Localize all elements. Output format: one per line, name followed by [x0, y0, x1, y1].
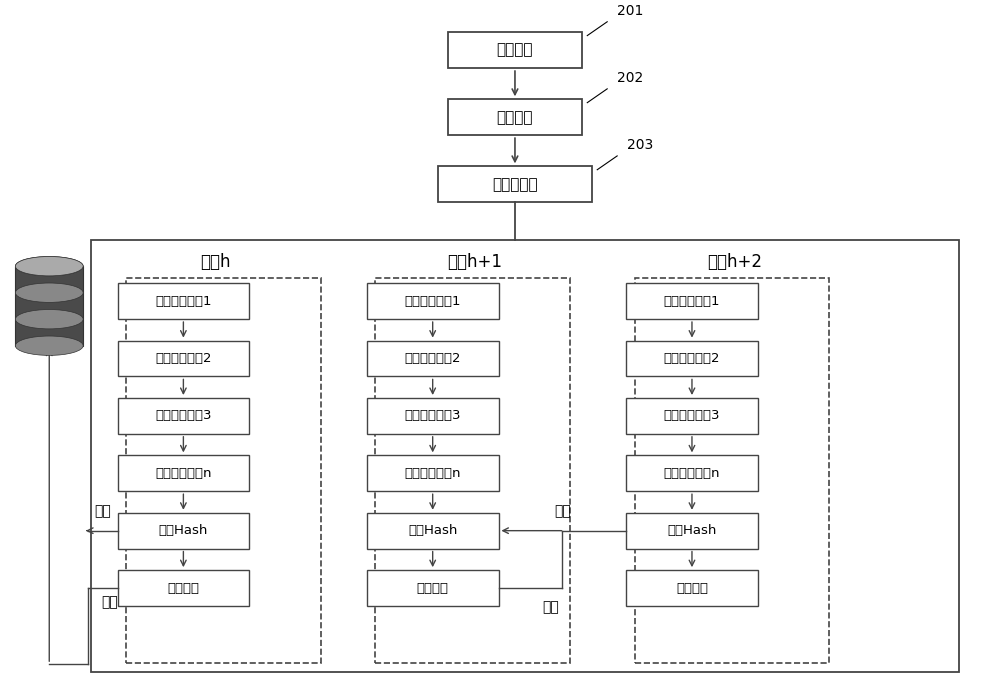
Bar: [375, 278, 570, 663]
Ellipse shape: [15, 309, 83, 329]
Text: 批次内并发: 批次内并发: [492, 177, 538, 192]
Bar: [626, 341, 758, 376]
Bar: [448, 32, 582, 68]
Text: 写入: 写入: [102, 595, 118, 609]
Text: 计算Hash: 计算Hash: [159, 524, 208, 537]
Text: 计算Hash: 计算Hash: [667, 524, 717, 537]
Bar: [118, 570, 249, 606]
Bar: [126, 278, 320, 663]
Text: 接收区块: 接收区块: [497, 43, 533, 58]
Text: 高度h+1: 高度h+1: [448, 253, 503, 272]
Text: 同步结果: 同步结果: [676, 581, 708, 595]
Bar: [118, 398, 249, 434]
Text: 高度h+2: 高度h+2: [707, 253, 762, 272]
Text: 区块验证步骤2: 区块验证步骤2: [155, 352, 212, 365]
Bar: [626, 398, 758, 434]
Text: 同步结果: 同步结果: [167, 581, 199, 595]
Bar: [367, 283, 499, 319]
Text: 201: 201: [617, 4, 644, 18]
Text: 读取: 读取: [94, 505, 111, 519]
Bar: [91, 240, 959, 672]
Bar: [367, 455, 499, 491]
Text: 读取: 读取: [542, 600, 559, 614]
Text: 区块验证步骤n: 区块验证步骤n: [155, 467, 212, 480]
Text: 判断分批: 判断分批: [497, 110, 533, 125]
Bar: [448, 99, 582, 135]
Bar: [367, 398, 499, 434]
Ellipse shape: [15, 336, 83, 355]
Bar: [438, 166, 592, 202]
Bar: [118, 341, 249, 376]
Text: 区块验证步骤2: 区块验证步骤2: [404, 352, 461, 365]
Text: 区块验证步骤3: 区块验证步骤3: [155, 410, 212, 422]
Bar: [626, 283, 758, 319]
Text: 区块验证步骤1: 区块验证步骤1: [404, 295, 461, 308]
Bar: [626, 513, 758, 549]
Bar: [118, 513, 249, 549]
Text: 区块验证步骤1: 区块验证步骤1: [155, 295, 212, 308]
Text: 计算Hash: 计算Hash: [408, 524, 457, 537]
Bar: [118, 455, 249, 491]
Text: 同步结果: 同步结果: [417, 581, 449, 595]
Bar: [367, 570, 499, 606]
Text: 高度h: 高度h: [201, 253, 231, 272]
Bar: [367, 513, 499, 549]
Text: 区块验证步骤n: 区块验证步骤n: [404, 467, 461, 480]
Text: 区块验证步骤2: 区块验证步骤2: [664, 352, 720, 365]
Text: 区块验证步骤3: 区块验证步骤3: [404, 410, 461, 422]
Text: 区块验证步骤1: 区块验证步骤1: [664, 295, 720, 308]
Text: 203: 203: [627, 138, 653, 152]
Ellipse shape: [15, 256, 83, 276]
Bar: [367, 341, 499, 376]
Ellipse shape: [15, 283, 83, 302]
Bar: [626, 455, 758, 491]
Ellipse shape: [15, 256, 83, 276]
Bar: [118, 283, 249, 319]
Text: 区块验证步骤n: 区块验证步骤n: [664, 467, 720, 480]
Bar: [15, 266, 83, 346]
Text: 区块验证步骤3: 区块验证步骤3: [664, 410, 720, 422]
Text: 读取: 读取: [554, 505, 571, 519]
Text: 202: 202: [617, 71, 643, 85]
Bar: [635, 278, 829, 663]
Bar: [626, 570, 758, 606]
